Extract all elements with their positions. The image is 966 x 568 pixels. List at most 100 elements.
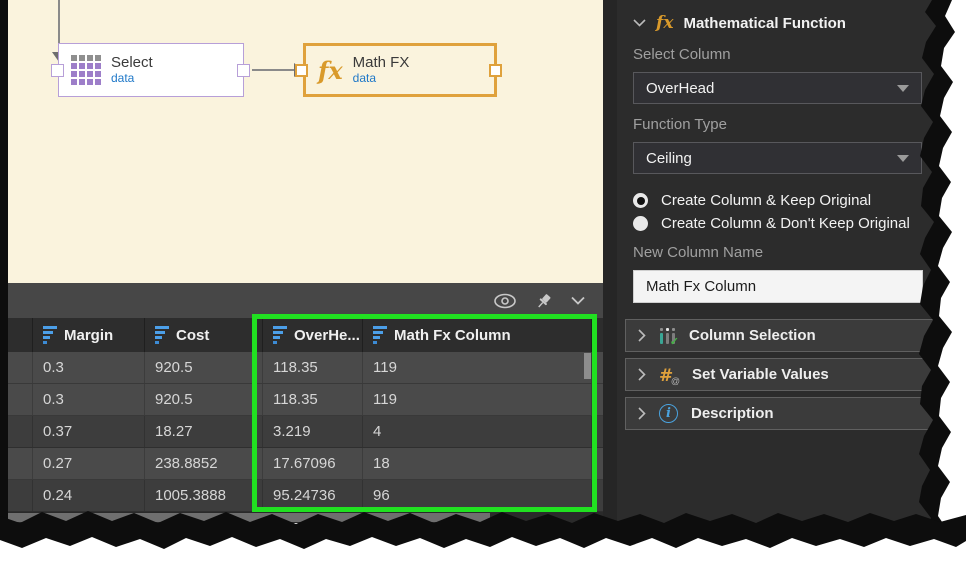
table-cell: 119 [363, 352, 592, 383]
table-body: 0.3 920.5 118.35 119 0.3 920.5 118.35 119 0.37 18… [8, 352, 603, 512]
row-selector [8, 448, 33, 479]
radio-keep-original[interactable]: Create Column & Keep Original [633, 192, 938, 209]
radio-button-selected[interactable] [633, 193, 648, 208]
table-row[interactable]: 0.24 1005.3888 95.24736 96 [8, 480, 603, 512]
column-header-label: OverHe... [294, 326, 360, 344]
fx-icon: fx [318, 55, 343, 85]
section-set-variable-values[interactable]: # @ Set Variable Values [625, 358, 938, 391]
table-cell: 1005.3888 [145, 480, 263, 511]
section-description[interactable]: i Description [625, 397, 938, 430]
table-row[interactable]: 0.37 18.27 3.219 4 [8, 416, 603, 448]
node-math-fx[interactable]: fx Math FX data [303, 43, 497, 97]
chevron-right-icon [638, 329, 646, 342]
table-row[interactable]: 0.3 920.5 118.35 119 [8, 384, 603, 416]
table-cell: 18 [363, 448, 592, 479]
row-selector [8, 480, 33, 511]
numeric-type-icon [43, 326, 57, 344]
mathfx-output-port[interactable] [489, 64, 502, 77]
table-cell: 118.35 [263, 352, 363, 383]
select-column-label: Select Column [633, 46, 731, 63]
panel-header[interactable]: fx Mathematical Function [633, 12, 938, 34]
connector-incoming [58, 0, 60, 52]
table-cell: 119 [363, 384, 592, 415]
select-input-port[interactable] [51, 64, 64, 77]
table-cell: 238.8852 [145, 448, 263, 479]
properties-panel: fx Mathematical Function Select Column O… [603, 0, 938, 545]
column-header-label: Margin [64, 326, 114, 344]
column-header-label: Cost [176, 326, 210, 344]
numeric-type-icon [273, 326, 287, 344]
table-cell: 0.37 [33, 416, 145, 447]
column-header[interactable]: Cost [145, 318, 263, 352]
chevron-right-icon [638, 368, 646, 381]
horizontal-scrollbar[interactable] [8, 512, 603, 523]
node-select-title: Select [111, 54, 153, 72]
connector-select-to-mathfx [252, 69, 296, 71]
info-icon: i [659, 404, 678, 423]
radio-dont-keep-original[interactable]: Create Column & Don't Keep Original [633, 215, 938, 232]
function-type-dropdown[interactable]: Ceiling [633, 142, 922, 174]
table-cell: 0.24 [33, 480, 145, 511]
data-preview-table: Margin Cost OverHe... Math Fx Column 0.3 920… [8, 318, 603, 512]
table-cell: 0.27 [33, 448, 145, 479]
radio-label: Create Column & Don't Keep Original [661, 215, 910, 232]
node-mathfx-subtitle: data [352, 70, 376, 85]
table-row[interactable]: 0.27 238.8852 17.67096 18 [8, 448, 603, 480]
numeric-type-icon [373, 326, 387, 344]
column-mode-radios: Create Column & Keep Original Create Col… [633, 192, 938, 232]
column-header[interactable]: Math Fx Column [363, 318, 592, 352]
select-output-port[interactable] [237, 64, 250, 77]
chevron-right-icon [638, 407, 646, 420]
section-label: Description [691, 405, 774, 422]
table-cell: 0.3 [33, 352, 145, 383]
horizontal-scrollbar-thumb[interactable] [8, 513, 490, 522]
panel-sections: ✓ Column Selection # @ Set Variable Valu… [625, 319, 938, 430]
variable-icon: # @ [659, 365, 680, 386]
function-type-value: Ceiling [646, 149, 692, 167]
eye-icon[interactable] [493, 293, 517, 309]
row-selector [8, 416, 33, 447]
row-selector-header [8, 318, 33, 352]
collapse-preview-icon[interactable] [571, 296, 585, 305]
node-select-subtitle: data [111, 70, 135, 85]
radio-label: Create Column & Keep Original [661, 192, 872, 209]
column-header-label: Math Fx Column [394, 326, 511, 344]
columns-icon: ✓ [659, 327, 679, 348]
dropdown-caret-icon [897, 84, 909, 92]
table-cell: 17.67096 [263, 448, 363, 479]
flow-canvas[interactable]: Select data fx Math FX data [8, 0, 603, 283]
table-cell: 18.27 [145, 416, 263, 447]
pin-icon[interactable] [535, 292, 553, 310]
select-column-value: OverHead [646, 79, 715, 97]
numeric-type-icon [155, 326, 169, 344]
node-select[interactable]: Select data [58, 43, 244, 97]
function-type-label: Function Type [633, 116, 727, 133]
row-selector [8, 352, 33, 383]
vertical-scrollbar[interactable] [584, 353, 591, 379]
table-cell: 920.5 [145, 352, 263, 383]
select-grid-icon [71, 55, 101, 85]
radio-button[interactable] [633, 216, 648, 231]
table-cell: 96 [363, 480, 592, 511]
section-label: Set Variable Values [692, 366, 829, 383]
fx-icon: fx [656, 13, 674, 33]
table-cell: 920.5 [145, 384, 263, 415]
dropdown-caret-icon [897, 154, 909, 162]
node-mathfx-title: Math FX [352, 54, 410, 72]
table-cell: 118.35 [263, 384, 363, 415]
section-column-selection[interactable]: ✓ Column Selection [625, 319, 938, 352]
table-row[interactable]: 0.3 920.5 118.35 119 [8, 352, 603, 384]
new-column-name-input[interactable]: Math Fx Column [633, 270, 923, 303]
column-header[interactable]: Margin [33, 318, 145, 352]
table-cell: 0.3 [33, 384, 145, 415]
screenshot-left-edge [0, 0, 8, 526]
preview-toolbar [8, 283, 603, 318]
table-header-row: Margin Cost OverHe... Math Fx Column [8, 318, 603, 352]
mathfx-input-port[interactable] [295, 64, 308, 77]
column-header[interactable]: OverHe... [263, 318, 363, 352]
section-label: Column Selection [689, 327, 816, 344]
table-cell: 4 [363, 416, 592, 447]
select-column-dropdown[interactable]: OverHead [633, 72, 922, 104]
chevron-down-icon [633, 19, 646, 27]
